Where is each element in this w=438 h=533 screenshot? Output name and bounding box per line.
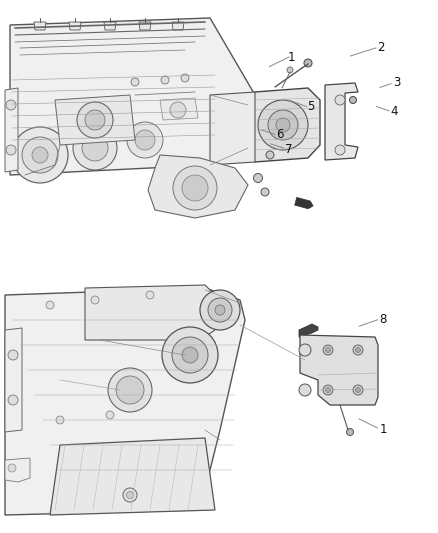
Circle shape (356, 348, 360, 352)
Circle shape (356, 387, 360, 392)
Text: 2: 2 (377, 42, 385, 54)
Polygon shape (34, 22, 46, 30)
Circle shape (82, 135, 108, 161)
Circle shape (304, 59, 312, 67)
Circle shape (325, 348, 331, 352)
Circle shape (268, 110, 298, 140)
Circle shape (56, 416, 64, 424)
Circle shape (353, 345, 363, 355)
Circle shape (131, 78, 139, 86)
Circle shape (254, 174, 262, 182)
Circle shape (77, 102, 113, 138)
Circle shape (182, 175, 208, 201)
Polygon shape (248, 88, 320, 162)
Circle shape (123, 488, 137, 502)
Polygon shape (325, 83, 358, 160)
Circle shape (12, 127, 68, 183)
Polygon shape (5, 328, 22, 432)
Circle shape (6, 145, 16, 155)
Circle shape (325, 387, 331, 392)
Polygon shape (148, 155, 248, 218)
Circle shape (8, 395, 18, 405)
Circle shape (106, 411, 114, 419)
Polygon shape (172, 22, 184, 30)
Circle shape (6, 100, 16, 110)
Polygon shape (160, 98, 198, 120)
Circle shape (8, 350, 18, 360)
Circle shape (346, 429, 353, 435)
Text: 7: 7 (285, 143, 293, 156)
Text: 1: 1 (287, 51, 295, 63)
Polygon shape (210, 92, 255, 165)
Polygon shape (299, 324, 318, 337)
Polygon shape (55, 95, 135, 145)
Circle shape (215, 305, 225, 315)
Circle shape (276, 118, 290, 132)
Circle shape (335, 95, 345, 105)
Circle shape (8, 464, 16, 472)
Circle shape (181, 74, 189, 82)
Circle shape (108, 368, 152, 412)
Text: 5: 5 (307, 100, 314, 113)
Text: 8: 8 (380, 313, 387, 326)
Circle shape (127, 122, 163, 158)
Circle shape (200, 290, 240, 330)
Circle shape (170, 102, 186, 118)
Circle shape (323, 385, 333, 395)
Circle shape (299, 384, 311, 396)
Circle shape (323, 345, 333, 355)
Circle shape (172, 337, 208, 373)
Circle shape (116, 376, 144, 404)
Polygon shape (5, 458, 30, 482)
Circle shape (161, 76, 169, 84)
Circle shape (353, 385, 363, 395)
Polygon shape (85, 285, 215, 340)
Circle shape (46, 301, 54, 309)
Circle shape (91, 296, 99, 304)
Circle shape (266, 151, 274, 159)
Circle shape (350, 96, 357, 103)
Circle shape (208, 298, 232, 322)
Text: 1: 1 (379, 423, 387, 435)
Circle shape (146, 291, 154, 299)
Circle shape (299, 344, 311, 356)
Text: 6: 6 (276, 128, 284, 141)
Polygon shape (295, 197, 313, 209)
Circle shape (162, 327, 218, 383)
Circle shape (127, 491, 134, 498)
Circle shape (182, 347, 198, 363)
Polygon shape (104, 22, 116, 30)
Circle shape (85, 110, 105, 130)
Circle shape (22, 137, 58, 173)
Circle shape (73, 126, 117, 170)
Circle shape (173, 166, 217, 210)
Polygon shape (69, 22, 81, 30)
Polygon shape (50, 438, 215, 515)
Circle shape (335, 145, 345, 155)
Polygon shape (5, 288, 245, 515)
Polygon shape (10, 18, 255, 175)
Circle shape (135, 130, 155, 150)
Circle shape (32, 147, 48, 163)
Polygon shape (300, 335, 378, 405)
Text: 3: 3 (393, 76, 400, 89)
Polygon shape (5, 88, 18, 172)
Circle shape (287, 67, 293, 73)
Circle shape (261, 188, 269, 196)
Circle shape (258, 100, 308, 150)
Polygon shape (139, 22, 151, 30)
Text: 4: 4 (390, 106, 398, 118)
